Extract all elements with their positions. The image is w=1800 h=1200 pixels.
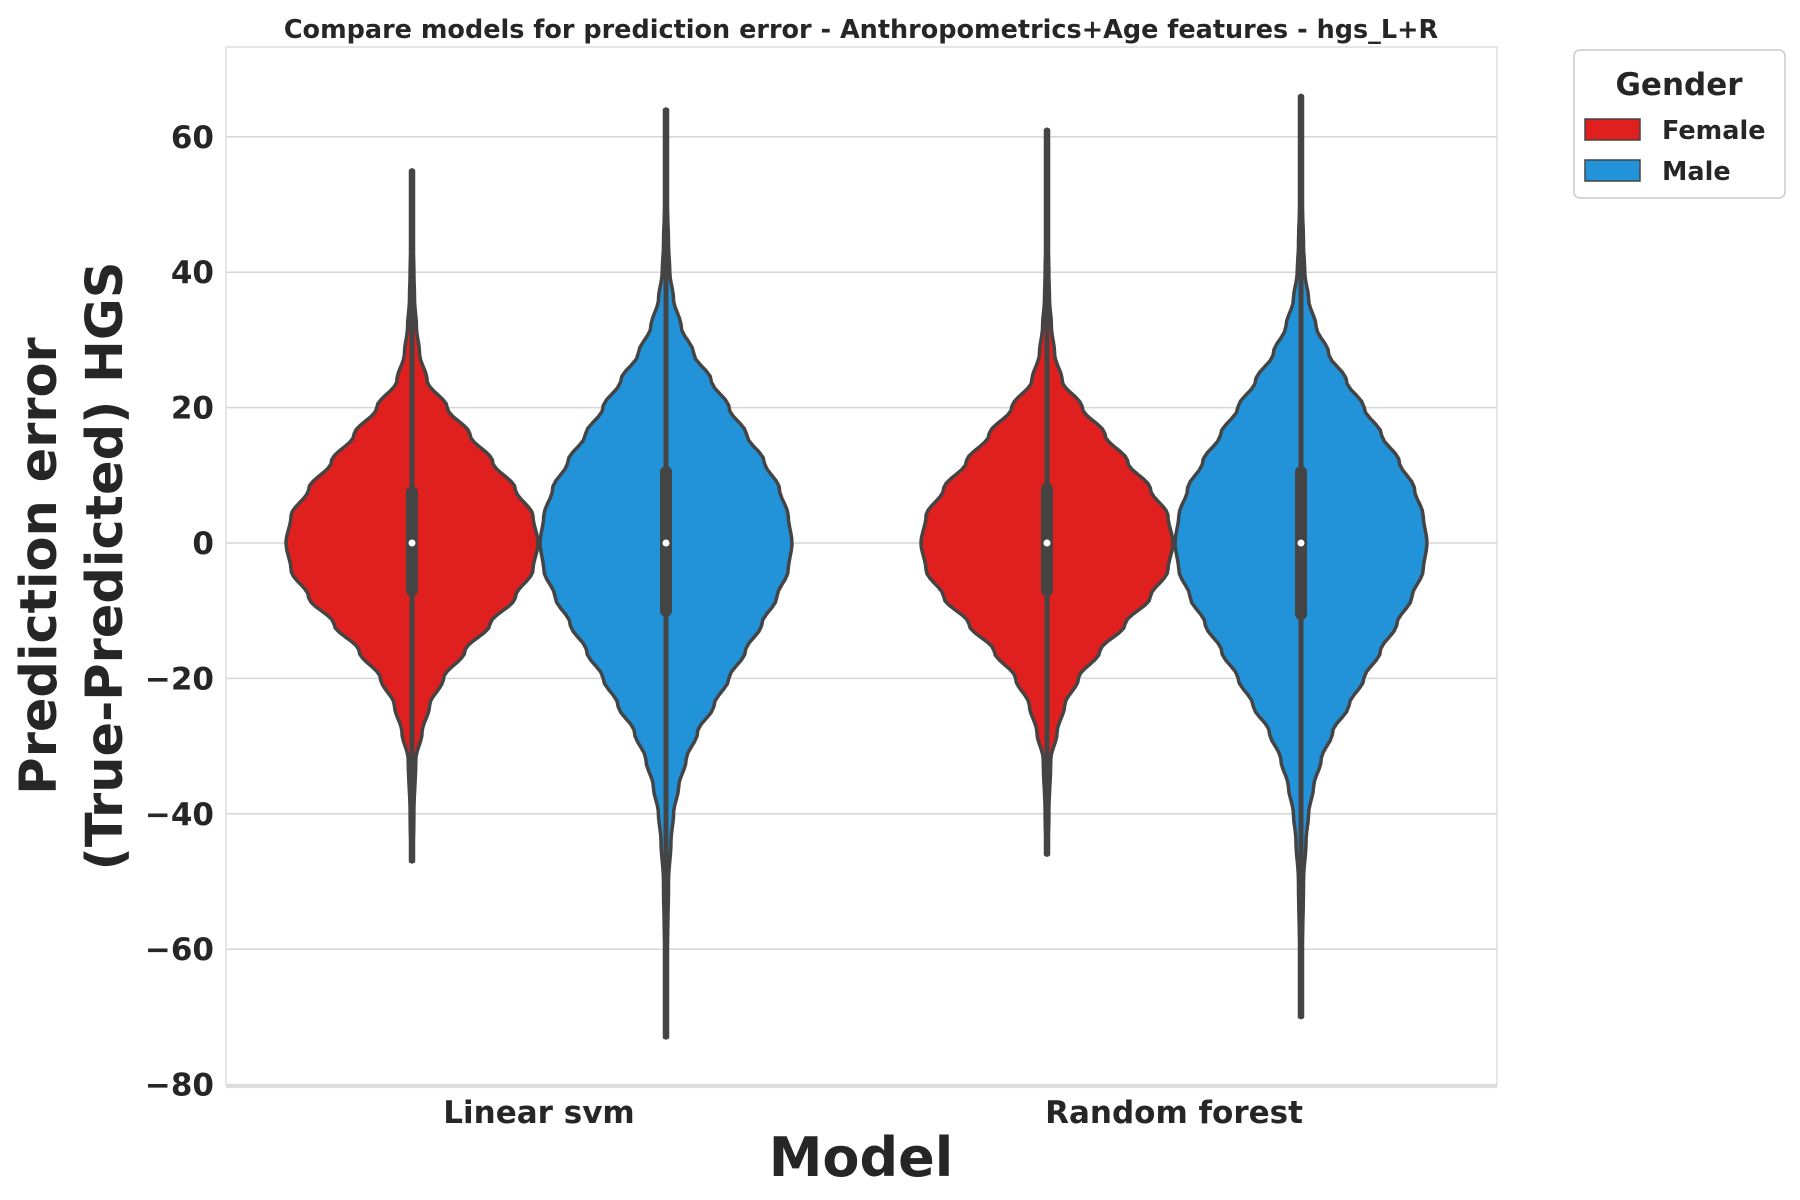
violin-median-point xyxy=(662,539,670,547)
y-tick-label: −40 xyxy=(145,797,214,833)
y-tick-label: 60 xyxy=(171,120,214,156)
violin-median-point xyxy=(1043,539,1051,547)
y-axis-label-line-1: Prediction error xyxy=(10,337,69,794)
legend-label-male: Male xyxy=(1662,157,1731,187)
y-tick-label: −20 xyxy=(145,661,214,697)
legend-label-female: Female xyxy=(1662,116,1766,146)
x-axis-label: Model xyxy=(769,1126,954,1189)
legend-swatch-male xyxy=(1584,159,1641,182)
violins-layer xyxy=(284,93,1429,1040)
violin-median-point xyxy=(1297,539,1305,547)
legend-title: Gender xyxy=(1615,67,1743,103)
violin-median-point xyxy=(408,539,416,547)
y-tick-label: −80 xyxy=(145,1068,214,1104)
violin-female-random-forest xyxy=(919,127,1175,857)
x-tick-label: Random forest xyxy=(1045,1095,1303,1131)
x-tick-labels: Linear svm Random forest xyxy=(443,1095,1303,1131)
legend: Gender Female Male xyxy=(1573,49,1786,199)
y-tick-label: −60 xyxy=(145,932,214,968)
y-axis-label-line-2: (True-Predicted) HGS xyxy=(76,262,135,871)
violin-male-random-forest xyxy=(1173,93,1429,1020)
y-tick-label: 40 xyxy=(171,255,214,291)
y-tick-label: 0 xyxy=(192,526,214,562)
violin-female-linear-svm xyxy=(284,168,540,864)
chart-title: Compare models for prediction error - An… xyxy=(284,15,1439,45)
y-tick-label: 20 xyxy=(171,391,214,427)
plot-area-frame xyxy=(225,46,1498,1086)
violin-male-linear-svm xyxy=(538,107,794,1040)
x-tick-label: Linear svm xyxy=(443,1095,634,1131)
y-tick-labels: 60 40 20 0 −20 −40 −60 −80 xyxy=(145,120,214,1104)
legend-swatch-female xyxy=(1584,118,1641,141)
